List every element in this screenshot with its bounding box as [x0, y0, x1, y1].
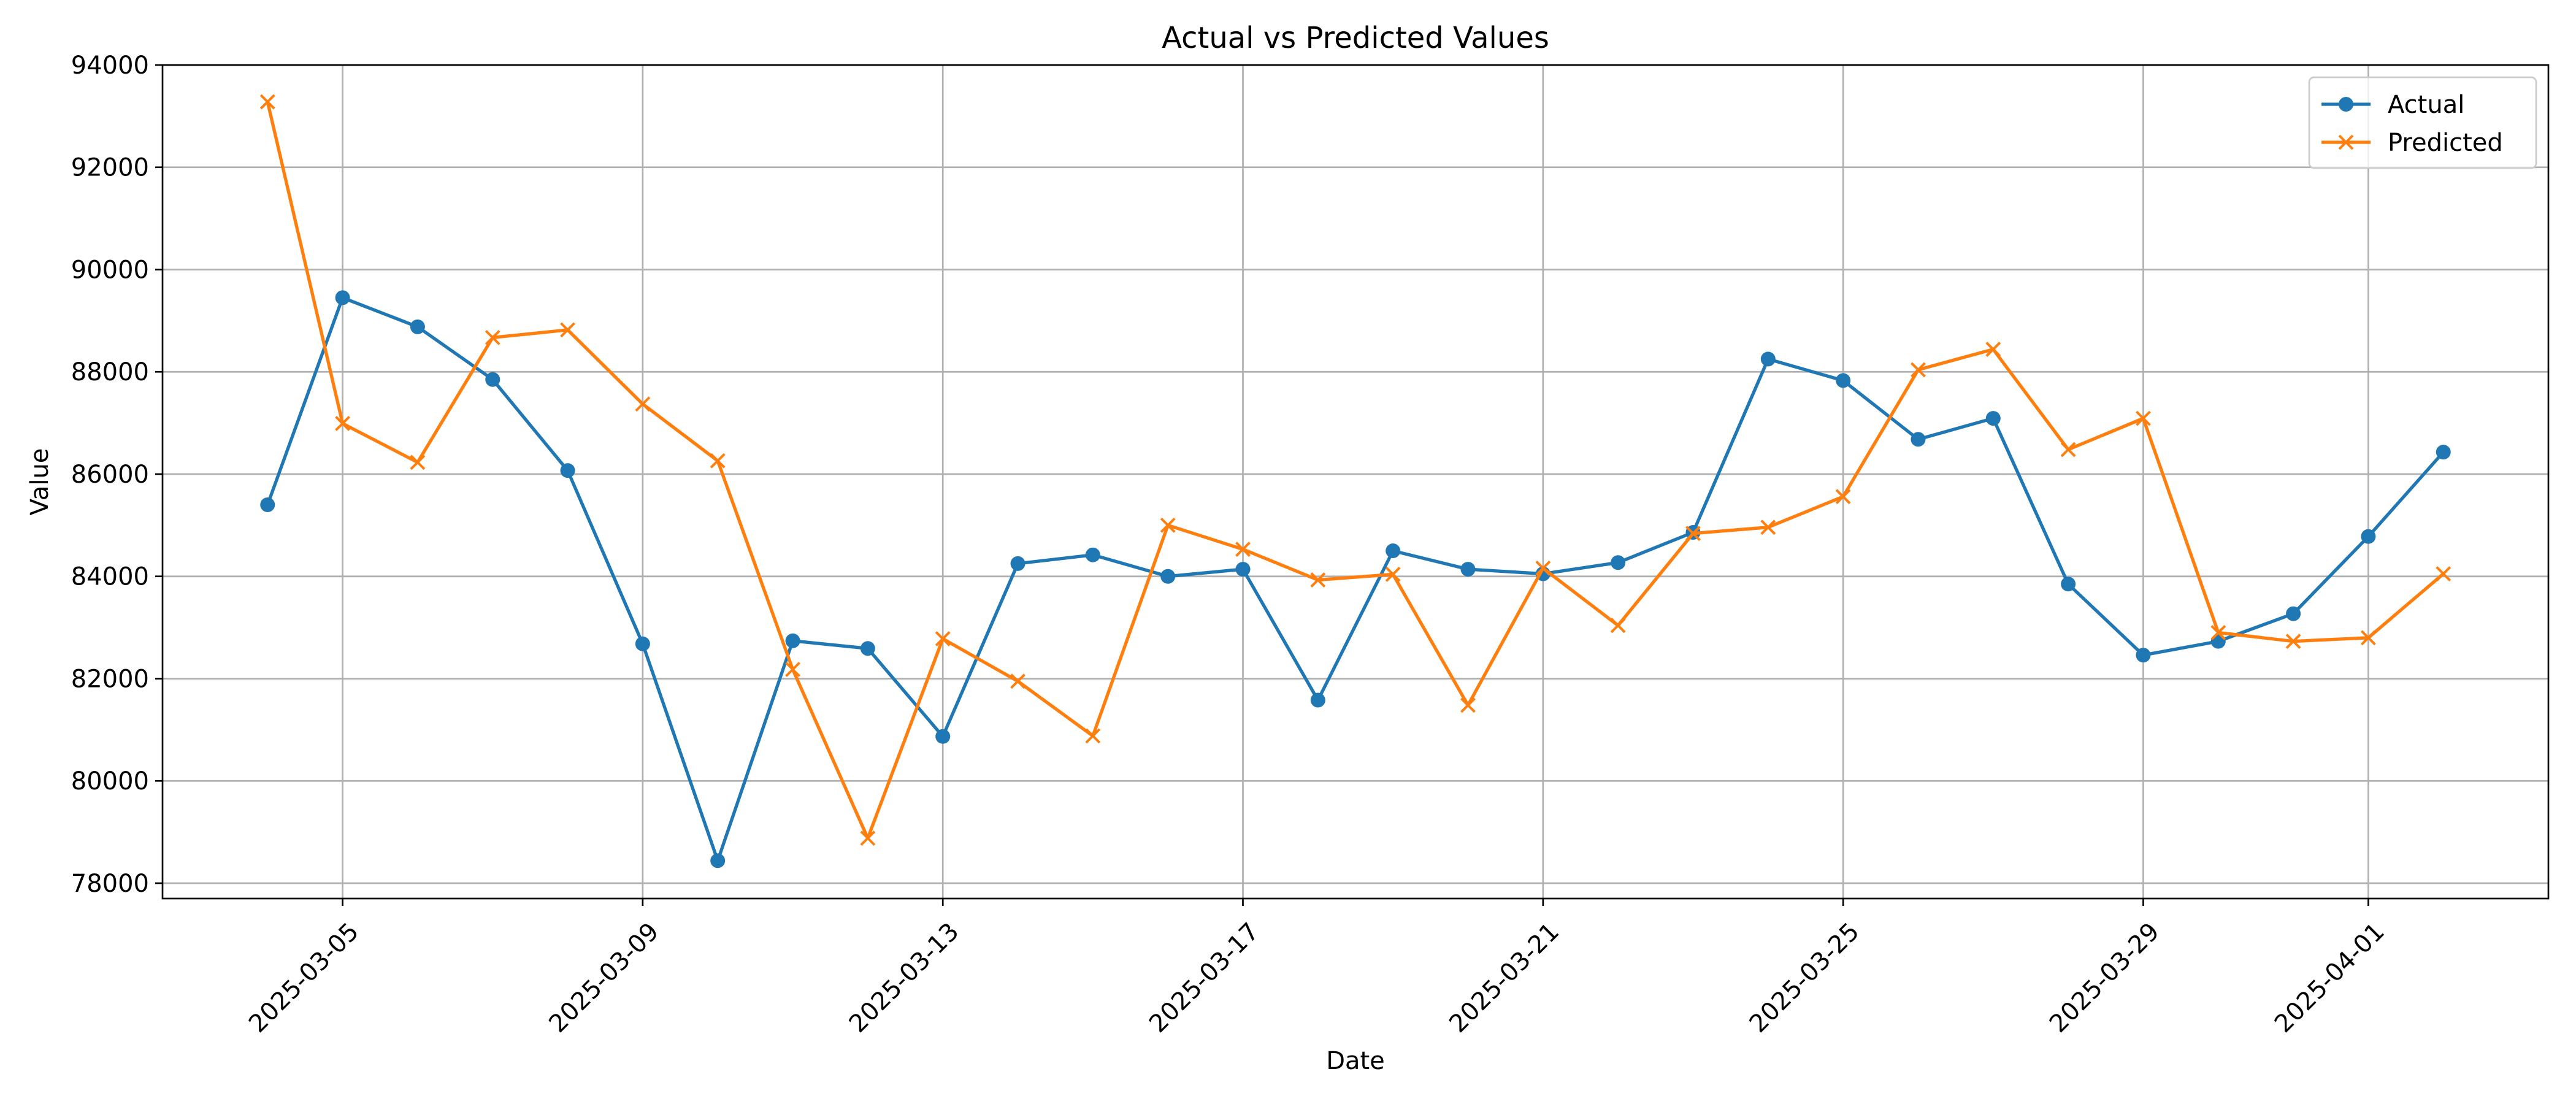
data-point-predicted	[410, 454, 426, 470]
data-point-predicted	[1685, 526, 1701, 542]
chart-title: Actual vs Predicted Values	[1162, 21, 1549, 55]
data-point-predicted	[560, 322, 575, 338]
data-point-actual	[1160, 569, 1176, 584]
legend-item-predicted: Predicted	[2321, 129, 2503, 157]
data-point-actual	[2061, 577, 2076, 592]
data-point-actual	[335, 290, 350, 305]
data-point-predicted	[1535, 560, 1551, 576]
y-tick-label: 94000	[71, 52, 149, 80]
data-point-actual	[1911, 432, 1926, 447]
data-point-actual	[635, 636, 650, 651]
series-line-predicted	[266, 100, 2445, 840]
data-point-predicted	[1911, 362, 1926, 378]
data-point-predicted	[860, 830, 876, 846]
data-point-predicted	[1835, 489, 1851, 505]
data-point-actual	[1611, 555, 1626, 570]
legend: Actual Predicted	[2308, 76, 2537, 169]
legend-box	[2308, 76, 2537, 169]
data-point-actual	[1235, 562, 1251, 577]
data-point-actual	[1985, 411, 2001, 426]
data-point-predicted	[1160, 517, 1176, 533]
data-point-actual	[785, 633, 800, 648]
data-point-actual	[935, 729, 951, 744]
data-point-actual	[710, 853, 726, 868]
data-point-predicted	[1010, 673, 1025, 689]
data-point-actual	[860, 641, 875, 656]
data-point-predicted	[1235, 542, 1251, 557]
y-tick-label: 84000	[71, 563, 149, 591]
data-point-predicted	[485, 329, 500, 345]
data-point-actual	[485, 372, 500, 387]
y-tick-label: 88000	[71, 358, 149, 386]
data-point-predicted	[710, 453, 726, 469]
data-point-actual	[1010, 556, 1025, 571]
data-point-predicted	[635, 396, 651, 412]
data-point-predicted	[2136, 410, 2151, 426]
data-point-actual	[1760, 351, 1776, 367]
y-tick-label: 82000	[71, 665, 149, 693]
data-point-predicted	[935, 631, 951, 646]
data-point-predicted	[2436, 566, 2451, 581]
plot-frame	[161, 64, 2550, 900]
data-point-predicted	[2060, 442, 2076, 458]
data-point-actual	[1460, 562, 1476, 577]
data-point-predicted	[2210, 625, 2226, 640]
series-predicted	[259, 94, 2451, 846]
data-point-actual	[1836, 373, 1851, 388]
y-tick-label: 90000	[71, 256, 149, 284]
legend-item-actual: Actual	[2321, 91, 2464, 119]
data-point-predicted	[259, 94, 275, 110]
data-point-predicted	[2285, 634, 2301, 650]
data-point-actual	[1085, 547, 1100, 562]
data-point-actual	[2286, 606, 2301, 621]
data-point-predicted	[1985, 342, 2001, 357]
data-point-predicted	[1310, 572, 1326, 588]
data-point-predicted	[1085, 728, 1101, 744]
data-point-actual	[1386, 543, 1401, 559]
legend-label: Actual	[2388, 91, 2464, 119]
series-layer	[259, 94, 2451, 868]
legend-label: Predicted	[2388, 129, 2503, 157]
series-line-actual	[266, 296, 2445, 862]
data-point-predicted	[335, 416, 350, 431]
data-point-predicted	[1760, 519, 1776, 535]
data-point-predicted	[785, 662, 800, 677]
data-point-predicted	[1460, 697, 1476, 713]
data-point-predicted	[1610, 618, 1626, 634]
series-actual	[260, 290, 2451, 868]
y-tick-label: 80000	[71, 767, 149, 795]
y-tick-label: 86000	[71, 461, 149, 489]
data-point-actual	[2361, 529, 2376, 544]
data-point-predicted	[1385, 566, 1401, 582]
data-point-actual	[410, 319, 425, 334]
y-tick-label: 92000	[71, 154, 149, 182]
data-point-predicted	[2361, 630, 2376, 646]
y-axis-title: Value	[26, 448, 54, 516]
data-point-actual	[1310, 692, 1325, 708]
x-axis-title: Date	[1326, 1047, 1385, 1075]
data-point-actual	[260, 497, 275, 513]
legend-marker	[2339, 97, 2353, 112]
legend-marker	[2338, 134, 2354, 150]
y-tick-label: 78000	[71, 870, 149, 898]
data-point-actual	[2136, 648, 2151, 663]
data-point-actual	[560, 463, 575, 478]
data-point-actual	[2436, 445, 2451, 460]
